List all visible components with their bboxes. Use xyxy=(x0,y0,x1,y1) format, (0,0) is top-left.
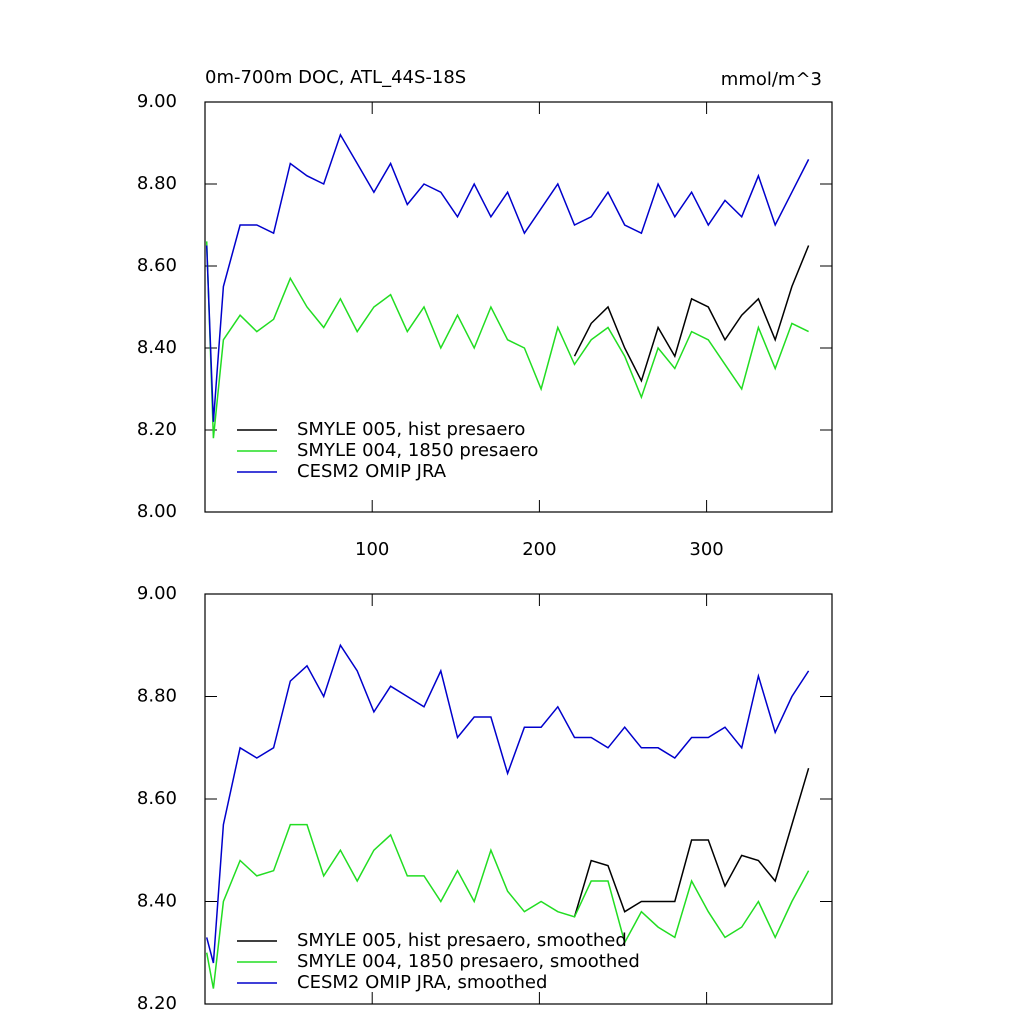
y-tick-label: 8.00 xyxy=(137,501,177,522)
units-label: mmol/m^3 xyxy=(721,69,822,90)
y-tick-label: 8.40 xyxy=(137,337,177,358)
y-tick-label: 8.80 xyxy=(137,173,177,194)
y-tick-label: 8.20 xyxy=(137,993,177,1014)
series-line xyxy=(205,823,810,989)
series-line xyxy=(205,133,810,422)
legend-label: SMYLE 005, hist presaero xyxy=(297,419,525,440)
chart-title: 0m-700m DOC, ATL_44S-18S xyxy=(205,67,466,88)
y-tick-label: 9.00 xyxy=(137,91,177,112)
legend-label: SMYLE 004, 1850 presaero xyxy=(297,440,538,461)
legend-label: SMYLE 005, hist presaero, smoothed xyxy=(297,930,627,951)
legend-label: CESM2 OMIP JRA, smoothed xyxy=(297,972,547,993)
series-line xyxy=(573,245,810,383)
y-tick-label: 8.20 xyxy=(137,419,177,440)
series-line xyxy=(205,643,810,964)
y-tick-label: 9.00 xyxy=(137,583,177,604)
plot-frame xyxy=(204,101,833,513)
series-line xyxy=(205,241,809,439)
x-tick-label: 300 xyxy=(689,539,723,560)
y-tick-label: 8.60 xyxy=(137,788,177,809)
legend-label: CESM2 OMIP JRA xyxy=(297,461,447,482)
y-tick-label: 8.60 xyxy=(137,255,177,276)
y-tick-label: 8.40 xyxy=(137,891,177,912)
y-tick-label: 8.80 xyxy=(137,686,177,707)
legend-label: SMYLE 004, 1850 presaero, smoothed xyxy=(297,951,640,972)
x-tick-label: 200 xyxy=(522,539,556,560)
series-line xyxy=(573,767,810,918)
x-tick-label: 100 xyxy=(355,539,389,560)
